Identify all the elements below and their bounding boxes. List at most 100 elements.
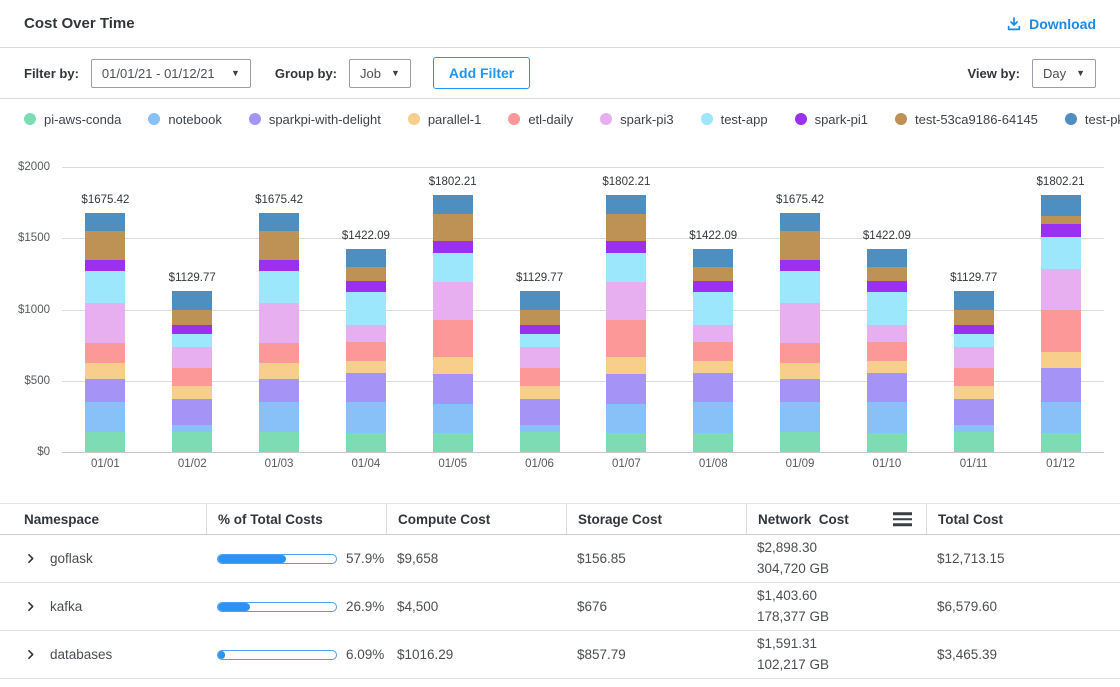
bar-segment-notebook[interactable] (1041, 402, 1081, 432)
bar-segment-spark-pi3[interactable] (85, 303, 125, 343)
bar-segment-pi-aws-conda[interactable] (954, 432, 994, 452)
legend-item-sparkpi-with-delight[interactable]: sparkpi-with-delight (249, 112, 381, 127)
bar-segment-pi-aws-conda[interactable] (867, 433, 907, 452)
bar-segment-spark-pi3[interactable] (520, 347, 560, 369)
bar-segment-etl-daily[interactable] (433, 320, 473, 357)
bar-segment-pi-aws-conda[interactable] (780, 432, 820, 452)
bar-segment-test-pkix[interactable] (520, 291, 560, 310)
bar-segment-test-pkix[interactable] (780, 213, 820, 231)
bar-segment-parallel-1[interactable] (259, 363, 299, 379)
bar-segment-pi-aws-conda[interactable] (433, 433, 473, 452)
bar-segment-notebook[interactable] (172, 425, 212, 432)
bar-segment-spark-pi1[interactable] (954, 325, 994, 335)
bar-segment-sparkpi-with-delight[interactable] (867, 373, 907, 401)
bar-segment-sparkpi-with-delight[interactable] (259, 379, 299, 402)
bar-segment-test-app[interactable] (433, 253, 473, 282)
bar-segment-spark-pi3[interactable] (346, 325, 386, 342)
namespace-cell[interactable]: databases (24, 647, 206, 662)
bar-segment-test-53ca9186-64145[interactable] (954, 310, 994, 325)
bar-segment-sparkpi-with-delight[interactable] (520, 399, 560, 425)
bar-segment-spark-pi1[interactable] (346, 281, 386, 292)
bar-segment-spark-pi1[interactable] (433, 241, 473, 253)
bar-segment-parallel-1[interactable] (606, 357, 646, 374)
bar-segment-pi-aws-conda[interactable] (606, 433, 646, 452)
legend-item-test-app[interactable]: test-app (701, 112, 768, 127)
bar-segment-spark-pi1[interactable] (780, 260, 820, 271)
table-row-kafka[interactable]: kafka26.9%$4,500$676$1,403.60178,377 GB$… (0, 583, 1120, 631)
bar-segment-test-53ca9186-64145[interactable] (259, 231, 299, 260)
bar-segment-test-pkix[interactable] (346, 249, 386, 267)
bar-segment-spark-pi3[interactable] (867, 325, 907, 342)
bar-segment-parallel-1[interactable] (346, 361, 386, 374)
bar-segment-test-53ca9186-64145[interactable] (1041, 216, 1081, 225)
bar-segment-spark-pi1[interactable] (1041, 224, 1081, 237)
bar-segment-sparkpi-with-delight[interactable] (606, 374, 646, 405)
bar-segment-pi-aws-conda[interactable] (259, 432, 299, 452)
bar-segment-parallel-1[interactable] (693, 361, 733, 374)
bar-segment-etl-daily[interactable] (85, 343, 125, 363)
table-row-databases[interactable]: databases6.09%$1016.29$857.79$1,591.3110… (0, 631, 1120, 679)
bar-segment-etl-daily[interactable] (520, 368, 560, 386)
bar-segment-notebook[interactable] (606, 404, 646, 433)
legend-item-notebook[interactable]: notebook (148, 112, 222, 127)
chevron-right-icon[interactable] (24, 648, 37, 661)
bar-segment-test-53ca9186-64145[interactable] (867, 267, 907, 280)
bar-segment-spark-pi3[interactable] (172, 347, 212, 369)
bar-segment-parallel-1[interactable] (172, 386, 212, 399)
bar-segment-test-app[interactable] (520, 334, 560, 346)
bar-segment-test-app[interactable] (1041, 237, 1081, 268)
legend-item-test-pkix[interactable]: test-pkix (1065, 112, 1120, 127)
bar-segment-notebook[interactable] (954, 425, 994, 432)
bar-segment-test-pkix[interactable] (1041, 195, 1081, 215)
bar-segment-test-pkix[interactable] (954, 291, 994, 310)
bar-segment-etl-daily[interactable] (172, 368, 212, 386)
bar-segment-spark-pi3[interactable] (954, 347, 994, 369)
bar-segment-spark-pi3[interactable] (433, 282, 473, 320)
chevron-right-icon[interactable] (24, 552, 37, 565)
bar-segment-test-53ca9186-64145[interactable] (780, 231, 820, 260)
bar-segment-test-app[interactable] (85, 271, 125, 302)
legend-item-spark-pi1[interactable]: spark-pi1 (795, 112, 868, 127)
bar-segment-test-pkix[interactable] (172, 291, 212, 310)
bar-segment-etl-daily[interactable] (780, 343, 820, 363)
add-filter-button[interactable]: Add Filter (433, 57, 530, 89)
bar-segment-notebook[interactable] (346, 402, 386, 433)
bar-segment-sparkpi-with-delight[interactable] (85, 379, 125, 402)
bar-segment-sparkpi-with-delight[interactable] (780, 379, 820, 402)
bar-segment-spark-pi1[interactable] (172, 325, 212, 335)
bar-segment-spark-pi1[interactable] (606, 241, 646, 253)
bar-segment-notebook[interactable] (867, 402, 907, 433)
bar-segment-notebook[interactable] (85, 402, 125, 432)
bar-segment-spark-pi1[interactable] (693, 281, 733, 292)
bar-segment-etl-daily[interactable] (606, 320, 646, 357)
bar-segment-test-53ca9186-64145[interactable] (85, 231, 125, 260)
bar-segment-test-app[interactable] (954, 334, 994, 346)
legend-item-spark-pi3[interactable]: spark-pi3 (600, 112, 673, 127)
namespace-cell[interactable]: kafka (24, 599, 206, 614)
bar-segment-test-pkix[interactable] (606, 195, 646, 213)
view-by-select[interactable]: Day ▼ (1032, 59, 1096, 88)
bar-segment-notebook[interactable] (693, 402, 733, 433)
bar-segment-test-app[interactable] (780, 271, 820, 302)
bar-segment-sparkpi-with-delight[interactable] (954, 399, 994, 425)
bar-segment-spark-pi3[interactable] (1041, 269, 1081, 310)
date-range-select[interactable]: 01/01/21 - 01/12/21 ▼ (91, 59, 251, 88)
download-button[interactable]: Download (1006, 16, 1096, 32)
bar-segment-pi-aws-conda[interactable] (693, 433, 733, 452)
bar-segment-pi-aws-conda[interactable] (346, 433, 386, 452)
bar-segment-spark-pi3[interactable] (780, 303, 820, 343)
bar-segment-spark-pi3[interactable] (259, 303, 299, 343)
bar-segment-test-pkix[interactable] (85, 213, 125, 231)
bar-segment-parallel-1[interactable] (520, 386, 560, 399)
namespace-cell[interactable]: goflask (24, 551, 206, 566)
bar-segment-notebook[interactable] (520, 425, 560, 432)
bar-segment-notebook[interactable] (780, 402, 820, 432)
bar-segment-test-53ca9186-64145[interactable] (520, 310, 560, 325)
bar-segment-spark-pi1[interactable] (520, 325, 560, 335)
bar-segment-spark-pi3[interactable] (693, 325, 733, 342)
bar-segment-sparkpi-with-delight[interactable] (1041, 368, 1081, 403)
column-menu-icon[interactable] (893, 512, 912, 526)
bar-segment-pi-aws-conda[interactable] (172, 432, 212, 452)
bar-segment-sparkpi-with-delight[interactable] (172, 399, 212, 425)
bar-segment-test-app[interactable] (693, 292, 733, 325)
